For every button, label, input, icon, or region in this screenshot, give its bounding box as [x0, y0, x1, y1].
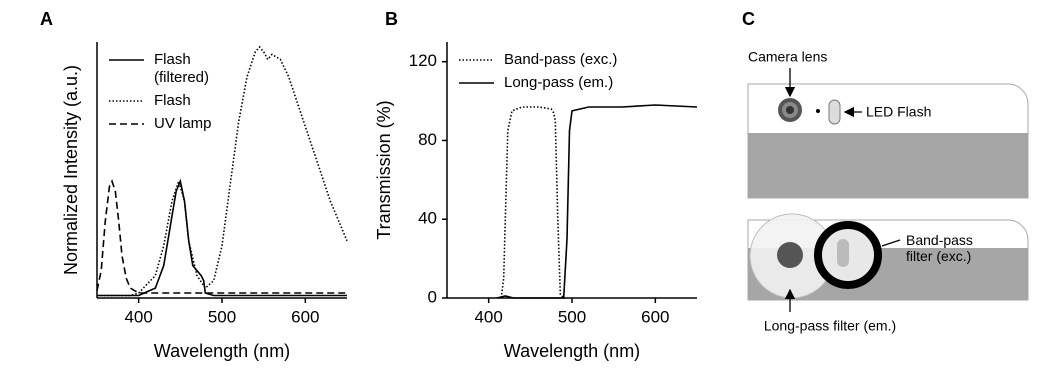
legend-label: Band-pass (exc.) — [504, 51, 617, 68]
x-tick-label: 400 — [124, 307, 152, 326]
y-tick-label: 40 — [418, 209, 437, 228]
x-tick-label: 400 — [474, 307, 502, 326]
data-line — [496, 104, 698, 299]
y-axis-title: Normalized Intensity (a.u.) — [61, 65, 81, 275]
led-flash — [828, 99, 841, 125]
data-line — [96, 179, 347, 294]
x-tick-label: 500 — [208, 307, 236, 326]
y-tick-label: 80 — [418, 130, 437, 149]
data-line — [97, 45, 348, 297]
label: LED Flash — [866, 104, 931, 120]
data-line — [97, 178, 347, 297]
x-tick-label: 600 — [641, 307, 669, 326]
camera-lens — [777, 242, 803, 268]
panel-letter: B — [385, 9, 398, 29]
y-axis-title: Transmission (%) — [374, 100, 394, 239]
y-tick-label: 120 — [409, 51, 437, 70]
legend-label: Long-pass (em.) — [504, 74, 613, 91]
x-axis-title: Wavelength (nm) — [154, 341, 290, 361]
pointer — [881, 239, 901, 247]
camera-lens-center — [786, 106, 794, 114]
y-tick-label: 0 — [428, 287, 437, 306]
led-flash — [837, 239, 849, 267]
x-tick-label: 500 — [558, 307, 586, 326]
x-tick-label: 600 — [291, 307, 319, 326]
x-axis-title: Wavelength (nm) — [504, 341, 640, 361]
panel-letter: C — [742, 9, 755, 29]
label: Band-pass filter (exc.) — [906, 232, 973, 264]
mic-dot — [816, 109, 820, 113]
legend-label: UV lamp — [154, 115, 212, 132]
legend-label: Flash — [154, 92, 191, 109]
data-line — [500, 106, 565, 299]
panel-letter: A — [40, 9, 53, 29]
phone-body — [748, 133, 1028, 198]
label: Camera lens — [748, 49, 827, 65]
label: Long-pass filter (em.) — [764, 318, 896, 334]
legend-label: Flash (filtered) — [154, 51, 209, 86]
